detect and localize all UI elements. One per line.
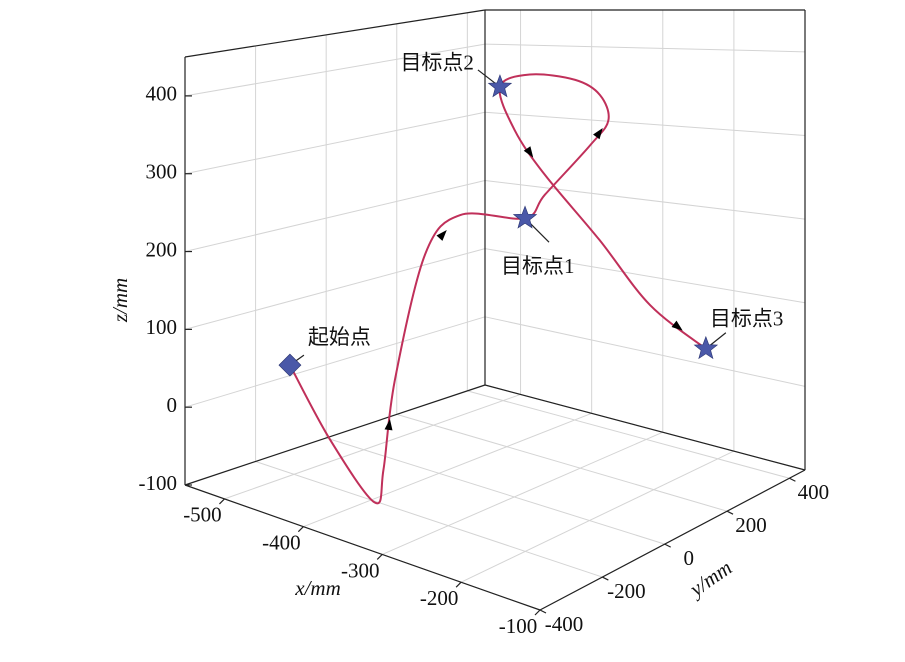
tick-mark (219, 498, 225, 505)
box-edge (484, 384, 806, 471)
z-tick-label: 200 (146, 237, 178, 261)
x-tick-label: -500 (183, 503, 222, 527)
grid-line (184, 248, 486, 330)
box (184, 9, 806, 611)
z-axis-label: z/mm (108, 278, 132, 323)
direction-arrow (593, 127, 603, 140)
tick-mark (297, 526, 304, 533)
y-tick-label: -200 (607, 579, 646, 603)
box-edge (184, 384, 486, 486)
z-tick-label: 300 (146, 160, 178, 184)
grid-line (396, 413, 728, 512)
x-axis-label: x/mm (294, 576, 341, 600)
y-tick-label: 400 (798, 480, 830, 504)
direction-arrow (384, 418, 393, 431)
tick-mark (602, 576, 609, 581)
grid-line (184, 111, 486, 175)
tick-mark (664, 543, 671, 548)
y-tick-label: 200 (735, 513, 767, 537)
tick-mark (455, 581, 462, 588)
grid-line (184, 43, 486, 97)
x-tick-label: -200 (420, 586, 459, 610)
y-tick-label: -400 (545, 612, 584, 636)
grid-line (326, 437, 665, 545)
point-label: 目标点3 (710, 307, 784, 331)
box-edge (184, 9, 486, 58)
point-label: 目标点2 (400, 51, 474, 75)
grid-line (467, 390, 790, 479)
grid-line (460, 450, 735, 583)
x-tick-label: -400 (262, 530, 301, 554)
grid-line (484, 43, 806, 53)
direction-arrow (523, 146, 534, 158)
point-label: 目标点1 (501, 254, 575, 278)
grid-line (224, 393, 521, 500)
grid-line (484, 111, 806, 136)
grid-line (255, 460, 603, 578)
grid-line (484, 316, 806, 387)
x-tick-label: -100 (499, 614, 538, 638)
z-tick-label: 100 (146, 315, 178, 339)
direction-arrow (671, 320, 683, 331)
tick-mark (539, 609, 547, 614)
box-edge (184, 484, 541, 611)
tick-mark (534, 609, 541, 616)
point-label: 起始点 (308, 325, 371, 349)
grid-line (303, 412, 592, 528)
start-marker (278, 353, 302, 377)
z-tick-label: 400 (146, 82, 178, 106)
tick-mark (376, 554, 383, 560)
ticks: -100 0 100 200 300 400 -500 -400 -300 -200 -100 -40… (139, 82, 830, 638)
grid-line (184, 179, 486, 253)
target-marker (487, 74, 513, 98)
tick-mark (726, 510, 734, 515)
x-tick-label: -300 (341, 558, 380, 582)
grid-line (484, 179, 806, 220)
plot: 起始点 目标点1 目标点2 目标点3 (278, 51, 784, 505)
direction-arrow (436, 229, 447, 241)
grid-line (484, 248, 806, 304)
grid-line (184, 316, 486, 408)
tick-mark (789, 477, 796, 482)
target-marker (693, 335, 719, 360)
grid-line (382, 431, 663, 555)
trajectory (289, 73, 707, 505)
target-marker (512, 205, 538, 229)
box-edge (539, 469, 806, 611)
z-tick-label: -100 (139, 471, 178, 495)
z-tick-label: 0 (167, 393, 178, 417)
y-tick-label: 0 (683, 546, 694, 570)
